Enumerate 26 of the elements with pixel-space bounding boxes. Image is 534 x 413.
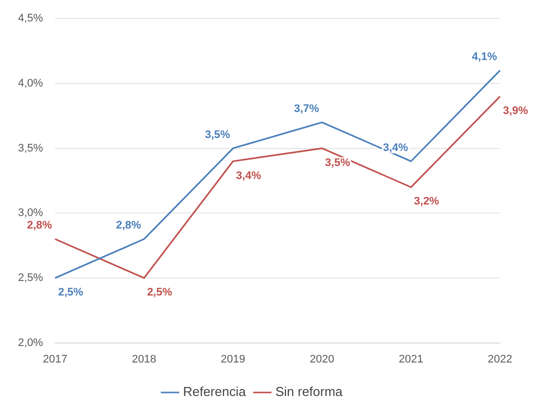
legend-label: Referencia <box>182 384 247 400</box>
data-label: 2,5% <box>147 286 172 298</box>
y-tick-label: 2,0% <box>18 336 44 349</box>
y-tick-label: 4,5% <box>18 12 44 25</box>
data-label: 3,5% <box>204 128 230 141</box>
data-label: 2,8% <box>116 220 142 232</box>
data-label: 3,4% <box>382 142 408 154</box>
data-label: 3,2% <box>414 196 440 208</box>
x-tick-label: 2022 <box>488 353 512 366</box>
x-tick-label: 2020 <box>310 353 334 366</box>
data-label: 2,8% <box>26 220 52 232</box>
legend-label: Sin reforma <box>275 384 344 400</box>
y-tick-label: 4,0% <box>18 77 44 90</box>
data-label: 4,1% <box>472 51 498 64</box>
data-label: 3,5% <box>325 156 350 169</box>
data-label: 3,9% <box>502 104 528 117</box>
data-label: 3,4% <box>236 170 262 182</box>
x-tick-label: 2019 <box>220 353 246 366</box>
x-tick-label: 2018 <box>132 353 156 366</box>
y-tick-label: 3,5% <box>18 142 44 154</box>
y-tick-label: 2,5% <box>18 272 44 284</box>
x-tick-label: 2021 <box>398 353 424 366</box>
y-tick-label: 3,0% <box>18 207 44 220</box>
data-label: 2,5% <box>58 286 84 298</box>
data-label: 3,7% <box>294 102 320 115</box>
x-tick-label: 2017 <box>42 353 68 366</box>
